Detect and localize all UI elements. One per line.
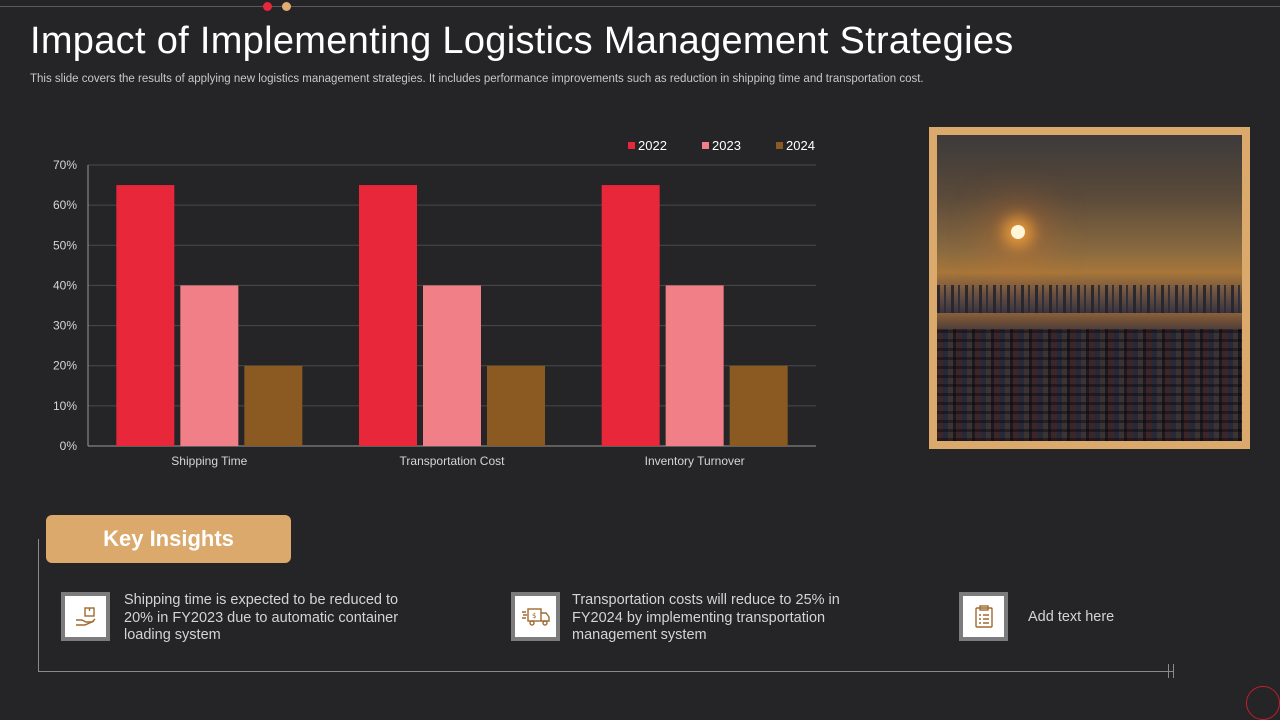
legend-label-2024: 2024	[786, 138, 815, 153]
insight-text-placeholder: Add text here	[1028, 609, 1115, 625]
insights-panel	[38, 539, 1173, 672]
bar-chart-svg: 0% 10% 20% 30% 40% 50% 60% 70% Shipping Time Tran…	[53, 138, 816, 468]
bar-2024	[487, 365, 545, 446]
delivery-truck-icon: $	[511, 592, 560, 641]
port-photo-frame	[929, 127, 1250, 449]
x-tick-label: Shipping Time	[171, 454, 247, 468]
corner-circle-decoration	[1246, 686, 1280, 720]
y-tick-label: 30%	[53, 319, 77, 333]
x-tick-label: Transportation Cost	[400, 454, 506, 468]
insights-end-mark-2	[1173, 664, 1174, 678]
insight-text-shipping: Shipping time is expected to be reduced …	[124, 592, 399, 643]
y-tick-label: 20%	[53, 359, 77, 373]
slide-title: Impact of Implementing Logistics Managem…	[30, 20, 1014, 62]
y-tick-label: 40%	[53, 278, 77, 292]
slide-subtitle: This slide covers the results of applyin…	[30, 73, 924, 85]
bar-2023	[423, 285, 481, 446]
bar-2022	[359, 185, 417, 447]
y-tick-label: 10%	[53, 399, 77, 413]
y-tick-label: 0%	[60, 439, 78, 453]
key-insights-tag: Key Insights	[46, 515, 291, 563]
crane-skyline	[937, 285, 1242, 315]
insights-end-mark	[1168, 664, 1169, 678]
red-dot-decoration	[263, 2, 272, 11]
bar-2022	[116, 185, 175, 447]
bar-2024	[729, 365, 788, 446]
port-sunset-photo	[937, 135, 1242, 441]
bar-2022	[601, 185, 660, 447]
svg-text:$: $	[532, 612, 536, 620]
x-tick-label: Inventory Turnover	[645, 454, 745, 468]
bar-2024	[244, 365, 303, 446]
legend-swatch-2022	[628, 142, 635, 149]
insight-item-shipping: Shipping time is expected to be reduced …	[61, 592, 414, 645]
bar-chart: 0% 10% 20% 30% 40% 50% 60% 70% Shipping Time Tran…	[30, 128, 830, 478]
harbor-water	[937, 313, 1242, 331]
clipboard-icon	[959, 592, 1008, 641]
insight-text-transport: Transportation costs will reduce to 25% …	[572, 592, 840, 643]
insight-item-placeholder: Add text here	[959, 592, 1228, 641]
legend-label-2023: 2023	[712, 138, 741, 153]
bar-2023	[665, 285, 724, 446]
legend-swatch-2023	[702, 142, 709, 149]
key-insights-heading: Key Insights	[103, 526, 234, 551]
container-yard	[937, 329, 1242, 441]
insight-item-transport: $ Transportation costs will reduce to 25…	[511, 592, 862, 645]
legend-swatch-2024	[776, 142, 783, 149]
y-tick-label: 60%	[53, 198, 77, 212]
sun-glow	[1011, 225, 1025, 239]
bar-2023	[180, 285, 239, 446]
top-divider	[0, 6, 1280, 7]
y-tick-label: 70%	[53, 158, 77, 172]
legend-label-2022: 2022	[638, 138, 667, 153]
y-tick-label: 50%	[53, 238, 77, 252]
box-hand-icon	[61, 592, 110, 641]
tan-dot-decoration	[282, 2, 291, 11]
